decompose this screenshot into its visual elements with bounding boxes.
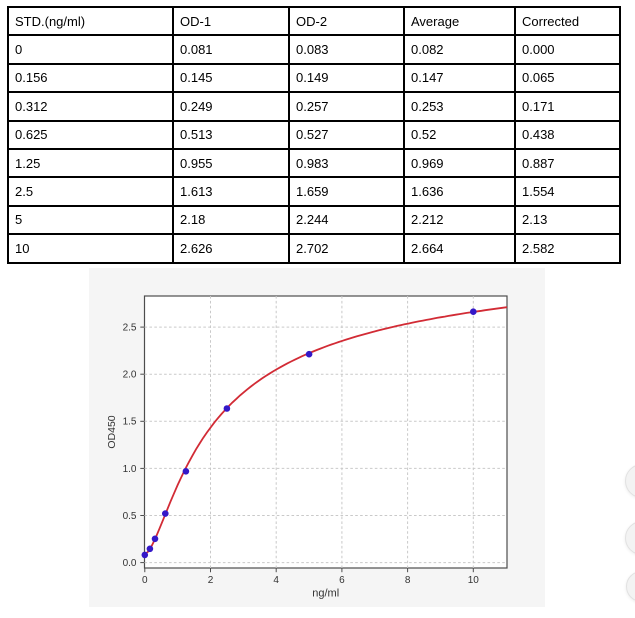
- svg-text:0.0: 0.0: [123, 558, 137, 569]
- svg-text:6: 6: [339, 575, 345, 586]
- svg-text:2.5: 2.5: [123, 323, 137, 334]
- svg-text:8: 8: [405, 575, 411, 586]
- svg-text:2: 2: [208, 575, 214, 586]
- svg-text:2.0: 2.0: [123, 370, 137, 381]
- svg-text:0: 0: [142, 575, 148, 586]
- svg-text:1.5: 1.5: [123, 417, 137, 428]
- svg-text:10: 10: [468, 575, 480, 586]
- svg-text:0.5: 0.5: [123, 511, 137, 522]
- svg-text:ng/ml: ng/ml: [312, 587, 339, 599]
- svg-text:OD450: OD450: [106, 415, 118, 448]
- svg-text:4: 4: [273, 575, 279, 586]
- svg-text:1.0: 1.0: [123, 464, 137, 475]
